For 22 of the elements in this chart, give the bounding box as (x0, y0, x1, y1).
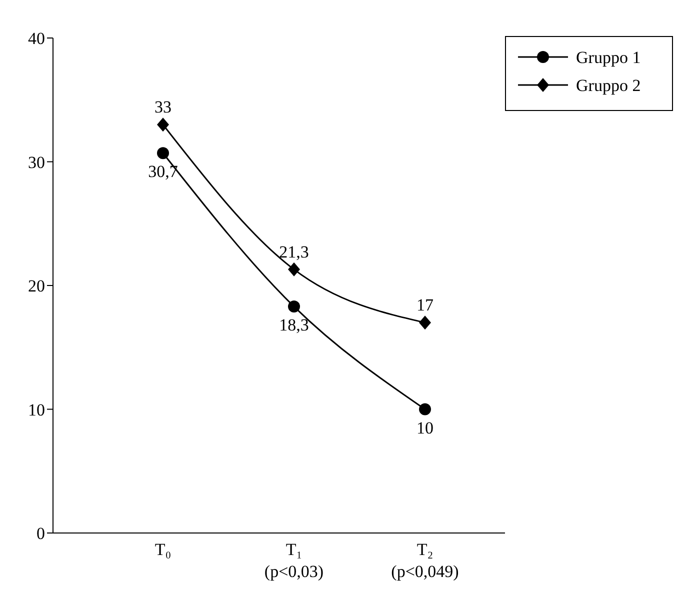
y-tick-label: 0 (36, 524, 45, 544)
data-label: 18,3 (279, 316, 309, 335)
x-tick-label: T₁ (p<0,03) (264, 540, 324, 581)
data-label: 21,3 (279, 242, 309, 262)
point (157, 118, 169, 132)
point (288, 300, 300, 313)
point (419, 316, 431, 330)
x-tick-label: T₀ (154, 540, 172, 559)
data-label: 30,7 (148, 162, 178, 182)
y-tick-label: 20 (28, 276, 45, 296)
point (157, 147, 169, 160)
data-label: 10 (416, 418, 434, 438)
legend-label: Gruppo 1 (576, 48, 641, 67)
y-tick-label: 40 (28, 29, 45, 48)
y-tick-label: 10 (28, 400, 45, 420)
point (288, 262, 300, 276)
legend-label: Gruppo 2 (576, 76, 641, 95)
data-label: 17 (416, 296, 434, 315)
point (419, 403, 431, 416)
y-tick-label: 30 (28, 152, 45, 172)
x-tick-label: T₂ (p<0,049) (391, 540, 459, 581)
data-label: 33 (154, 98, 172, 117)
